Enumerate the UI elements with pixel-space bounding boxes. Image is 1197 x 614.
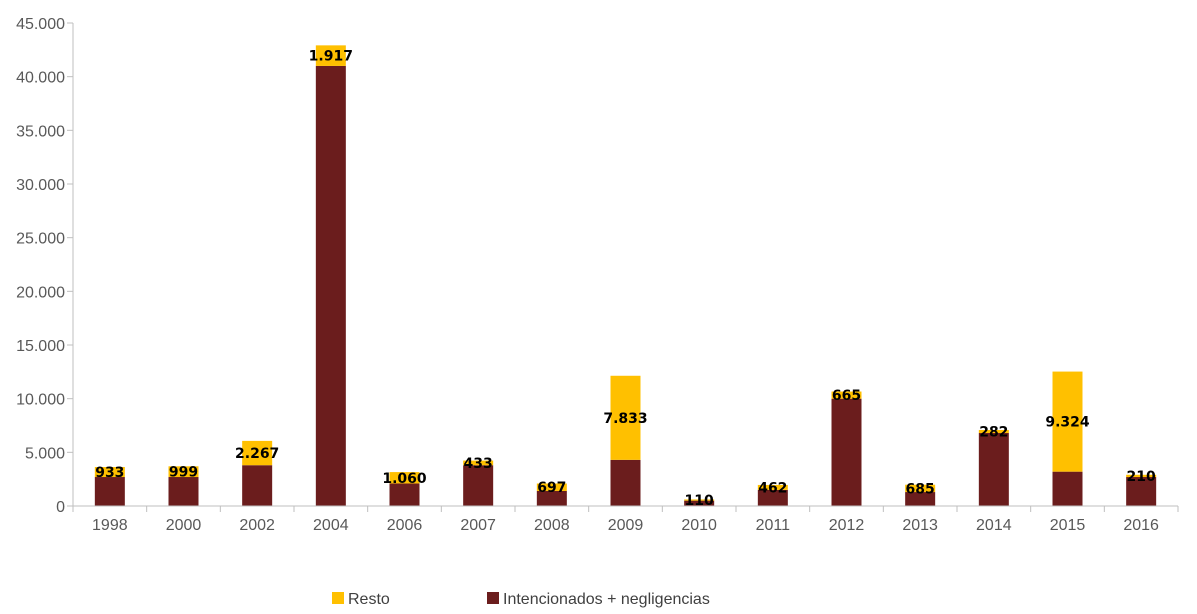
- bar-intencionados: [242, 465, 273, 506]
- x-tick-label: 2016: [1123, 517, 1159, 534]
- y-tick-label: 25.000: [16, 231, 65, 248]
- bar-intencionados: [315, 65, 346, 506]
- data-label: 685: [906, 481, 935, 497]
- data-labels-group: 933 999 2.267 1.917 1.060 433 697 7.833 110 462 66…: [95, 49, 1156, 509]
- bar-resto: [610, 375, 641, 460]
- x-tick-label: 2000: [166, 517, 202, 534]
- x-tick-label: 2009: [608, 517, 644, 534]
- data-label: 1.060: [382, 471, 427, 487]
- bar-resto: [94, 467, 125, 478]
- bar-intencionados: [757, 489, 788, 506]
- bar-resto: [389, 472, 420, 484]
- y-axis: 0 5.000 10.000 15.000 20.000 25.000 30.000 35.0…: [16, 16, 74, 516]
- data-label: 2.267: [235, 446, 279, 462]
- y-tick-label: 5.000: [25, 445, 65, 462]
- bar-intencionados: [389, 483, 420, 506]
- bars-group: [94, 45, 1157, 506]
- data-label: 1.917: [309, 49, 353, 65]
- x-tick-label: 1998: [92, 517, 128, 534]
- y-tick-label: 15.000: [16, 338, 65, 355]
- legend-label: Resto: [348, 591, 390, 608]
- x-tick-label: 2006: [387, 517, 423, 534]
- data-label: 933: [95, 465, 124, 481]
- x-tick-label: 2014: [976, 517, 1012, 534]
- bar-intencionados: [94, 477, 125, 506]
- data-label: 665: [832, 388, 861, 404]
- bar-resto: [684, 499, 715, 501]
- legend-label: Intencionados + negligencias: [503, 591, 710, 608]
- x-tick-label: 2015: [1050, 517, 1086, 534]
- x-tick-label: 2013: [902, 517, 938, 534]
- data-label: 697: [537, 480, 566, 496]
- data-label: 210: [1127, 469, 1156, 485]
- y-tick-label: 40.000: [16, 70, 65, 87]
- x-tick-label: 2012: [829, 517, 865, 534]
- legend: Resto Intencionados + negligencias: [332, 591, 710, 608]
- y-tick-label: 35.000: [16, 123, 65, 140]
- bar-resto: [978, 429, 1009, 434]
- bar-intencionados: [463, 465, 494, 506]
- data-label: 7.833: [603, 411, 647, 427]
- bar-resto: [242, 440, 273, 466]
- bar-resto: [1052, 371, 1083, 472]
- bar-intencionados: [1052, 471, 1083, 506]
- x-tick-label: 2007: [460, 517, 496, 534]
- bar-intencionados: [684, 500, 715, 506]
- bar-resto: [905, 484, 936, 493]
- bar-intencionados: [168, 477, 199, 506]
- data-label: 462: [758, 480, 787, 496]
- y-tick-label: 10.000: [16, 392, 65, 409]
- bar-intencionados: [978, 433, 1009, 506]
- x-tick-label: 2008: [534, 517, 570, 534]
- bar-intencionados: [536, 490, 567, 506]
- bar-resto: [168, 466, 199, 478]
- bar-intencionados: [905, 492, 936, 506]
- data-label: 433: [464, 456, 493, 472]
- x-tick-label: 2002: [239, 517, 275, 534]
- bar-resto: [315, 45, 346, 66]
- y-tick-label: 45.000: [16, 16, 65, 33]
- data-label: 282: [979, 424, 1008, 440]
- x-tick-label: 2010: [681, 517, 717, 534]
- bar-intencionados: [610, 459, 641, 506]
- x-tick-label: 2011: [756, 517, 791, 534]
- data-label: 110: [685, 493, 714, 509]
- bar-resto: [463, 460, 494, 466]
- data-label: 999: [169, 465, 198, 481]
- bar-intencionados: [831, 398, 862, 506]
- data-label: 9.324: [1045, 415, 1090, 431]
- bar-resto: [757, 484, 788, 490]
- y-tick-label: 30.000: [16, 177, 65, 194]
- y-tick-label: 20.000: [16, 284, 65, 301]
- bar-resto: [1126, 474, 1157, 478]
- legend-swatch: [487, 592, 499, 604]
- y-tick-label: 0: [56, 499, 65, 516]
- x-axis: 1998 2000 2002 2004 2006 2007 2008 2009 2010 2011…: [72, 505, 1179, 534]
- bar-resto: [831, 391, 862, 399]
- bar-intencionados: [1126, 477, 1157, 506]
- legend-swatch: [332, 592, 344, 604]
- x-tick-label: 2004: [313, 517, 349, 534]
- bar-resto: [536, 483, 567, 491]
